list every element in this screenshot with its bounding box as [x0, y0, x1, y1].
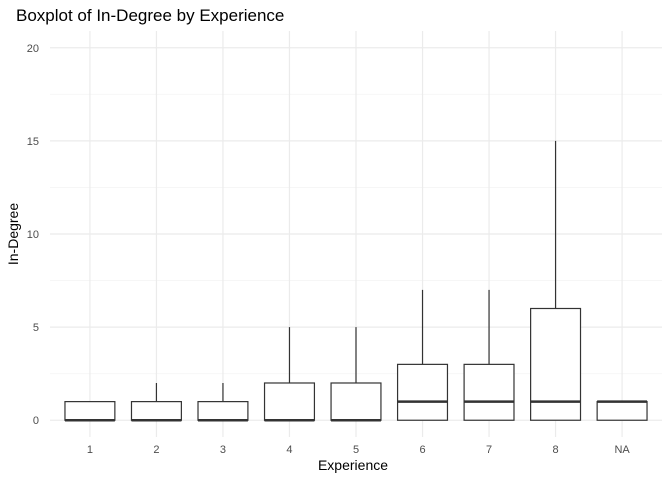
y-tick-label: 20	[27, 43, 39, 55]
x-tick-label: 6	[419, 444, 425, 456]
box-rect	[396, 363, 449, 421]
box-1	[64, 401, 116, 422]
box-rect	[463, 363, 515, 421]
box-8	[530, 140, 582, 421]
box-NA	[596, 400, 648, 421]
x-tick-label: 1	[87, 444, 93, 456]
y-tick-label: 15	[27, 136, 39, 148]
box-3	[197, 382, 249, 422]
x-tick-label: 4	[286, 444, 292, 456]
x-axis-label: Experience	[318, 457, 388, 473]
y-tick-label: 0	[33, 415, 39, 427]
box-5	[330, 327, 382, 422]
boxes	[64, 140, 648, 422]
y-tick-label: 10	[27, 229, 39, 241]
x-tick-label: NA	[614, 444, 630, 456]
box-6	[396, 289, 449, 421]
box-rect	[596, 401, 648, 421]
x-tick-label: 2	[153, 444, 159, 456]
box-rect	[263, 382, 316, 421]
x-tick-labels: 1 2 3 4 5 6 7 8 NA	[87, 444, 631, 456]
y-tick-labels: 0 5 10 15 20	[27, 43, 39, 427]
box-rect	[330, 382, 382, 421]
x-tick-label: 8	[553, 444, 559, 456]
x-tick-label: 5	[353, 444, 359, 456]
box-rect	[130, 401, 182, 421]
box-4	[263, 327, 316, 422]
y-tick-label: 5	[33, 322, 39, 334]
box-rect	[197, 401, 249, 421]
box-7	[463, 289, 515, 421]
box-rect	[64, 401, 116, 421]
box-rect	[530, 307, 582, 421]
x-tick-label: 7	[486, 444, 492, 456]
chart-title: Boxplot of In-Degree by Experience	[16, 6, 284, 25]
box-2	[130, 382, 182, 422]
y-axis-label: In-Degree	[5, 203, 21, 265]
x-tick-label: 3	[220, 444, 226, 456]
